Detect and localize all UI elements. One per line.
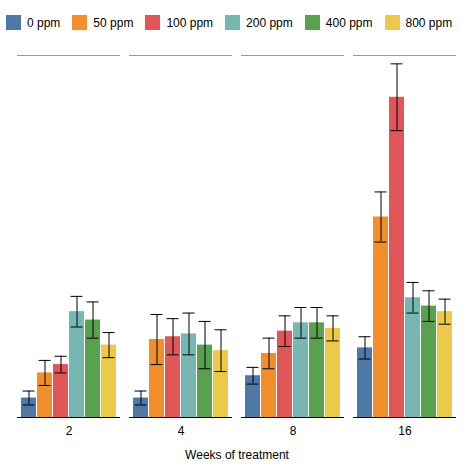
html-text:400 ppm: 400 ppm (325, 15, 373, 30)
html-text:0 ppm: 0 ppm (27, 15, 61, 30)
svg-text:8: 8 (290, 424, 297, 438)
svg-text:4: 4 (178, 424, 185, 438)
html-text:800 ppm: 800 ppm (405, 15, 453, 30)
html-text:50 ppm: 50 ppm (93, 15, 134, 30)
html-text:100 ppm: 100 ppm (166, 15, 214, 30)
svg-text:16: 16 (398, 424, 412, 438)
html-text:200 ppm: 200 ppm (246, 15, 293, 30)
svg-text:Weeks of treatment: Weeks of treatment (185, 448, 289, 462)
svg-text:2: 2 (66, 424, 73, 438)
